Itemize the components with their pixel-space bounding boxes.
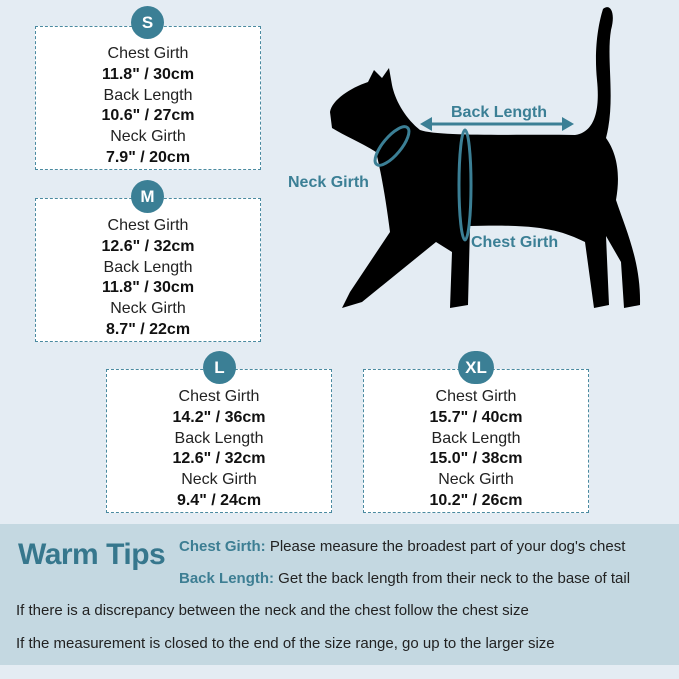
chest-label: Chest Girth (435, 388, 517, 405)
neck-value: 10.2" / 26cm (429, 491, 523, 509)
back-label: Back Length (174, 429, 264, 447)
chest-label: Chest Girth (107, 217, 189, 234)
back-length-label: Back Length (451, 104, 547, 121)
chest-girth-loop (457, 128, 473, 242)
chest-label: Chest Girth (178, 388, 260, 405)
neck-value: 8.7" / 22cm (105, 320, 191, 338)
size-card-l: Chest Girth 14.2" / 36cm Back Length 12.… (106, 369, 332, 513)
chest-label: Chest Girth (107, 45, 189, 62)
neck-label: Neck Girth (438, 471, 514, 489)
tip-back: Back Length: Get the back length from th… (179, 570, 630, 587)
back-label: Back Length (431, 429, 521, 447)
chest-girth-label: Chest Girth (471, 234, 558, 251)
cat-silhouette (330, 7, 641, 309)
neck-girth-loop (373, 125, 411, 167)
back-value: 12.6" / 32cm (172, 450, 266, 468)
warm-tips-panel: Warm Tips Chest Girth: Please measure th… (0, 524, 679, 665)
tip-back-text: Get the back length from their neck to t… (274, 570, 631, 587)
size-badge-xl: XL (458, 351, 494, 384)
back-label: Back Length (103, 86, 193, 104)
tip-line-2: If the measurement is closed to the end … (16, 635, 555, 652)
tip-line-1: If there is a discrepancy between the ne… (16, 602, 529, 619)
chest-value: 11.8" / 30cm (101, 65, 195, 83)
size-card-m: Chest Girth 12.6" / 32cm Back Length 11.… (35, 198, 261, 342)
chest-value: 14.2" / 36cm (172, 408, 266, 426)
size-badge-m: M (131, 180, 164, 213)
tip-chest-text: Please measure the broadest part of your… (265, 538, 626, 555)
back-value: 10.6" / 27cm (101, 107, 195, 125)
neck-girth-label: Neck Girth (288, 174, 369, 191)
neck-label: Neck Girth (181, 471, 257, 489)
back-label: Back Length (103, 258, 193, 276)
neck-value: 7.9" / 20cm (105, 148, 191, 166)
neck-label: Neck Girth (110, 128, 186, 146)
chest-value: 15.7" / 40cm (429, 408, 523, 426)
size-card-s: Chest Girth 11.8" / 30cm Back Length 10.… (35, 26, 261, 170)
size-card-xl: Chest Girth 15.7" / 40cm Back Length 15.… (363, 369, 589, 513)
back-value: 11.8" / 30cm (101, 279, 195, 297)
size-badge-l: L (203, 351, 236, 384)
tip-chest-key: Chest Girth: (179, 538, 266, 555)
neck-label: Neck Girth (110, 300, 186, 318)
neck-value: 9.4" / 24cm (176, 491, 262, 509)
tip-chest: Chest Girth: Please measure the broadest… (179, 538, 625, 555)
tips-title: Warm Tips (18, 538, 166, 571)
back-value: 15.0" / 38cm (429, 450, 523, 468)
tip-back-key: Back Length: (179, 570, 275, 587)
size-badge-s: S (131, 6, 164, 39)
chest-value: 12.6" / 32cm (101, 237, 195, 255)
